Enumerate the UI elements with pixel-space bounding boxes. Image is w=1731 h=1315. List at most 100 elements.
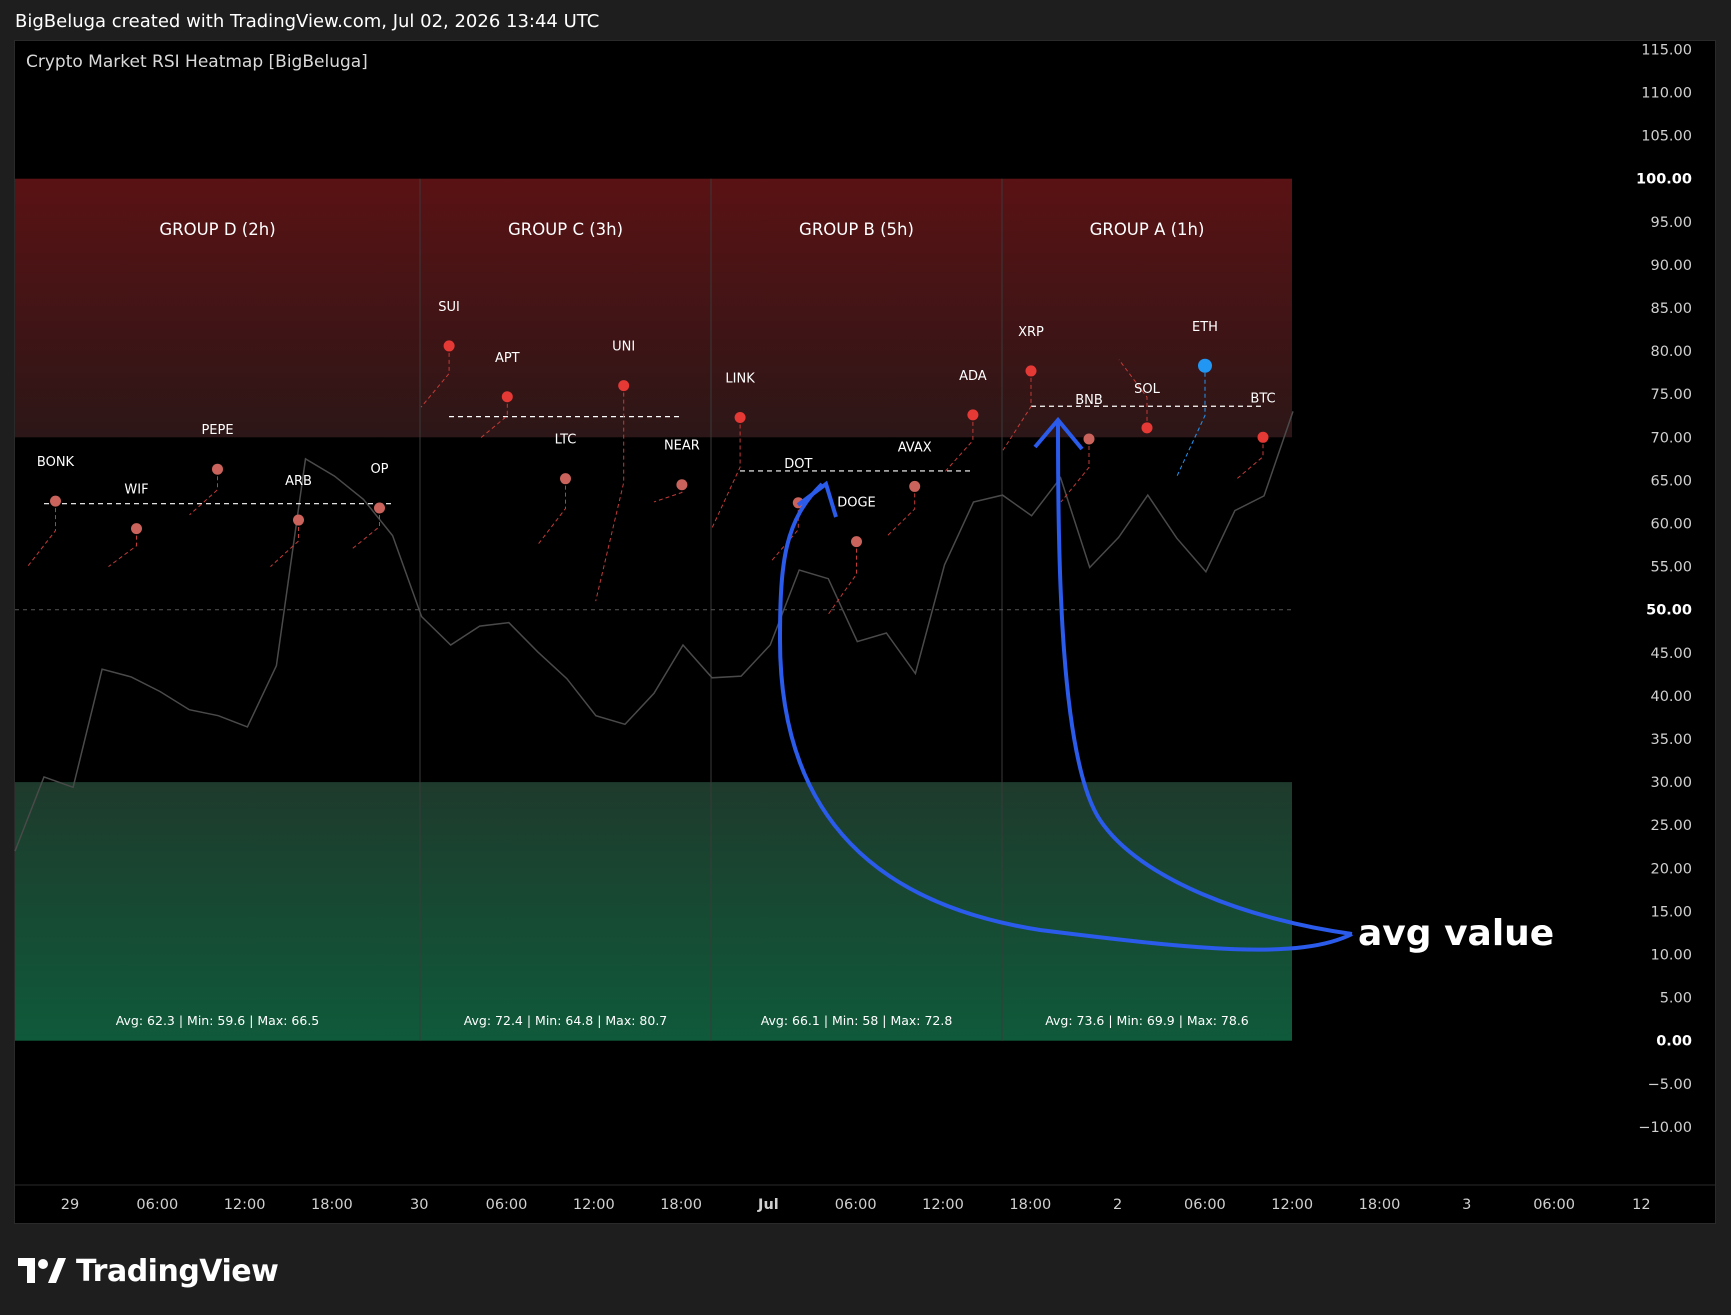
- coin-label: LINK: [725, 371, 755, 386]
- y-tick-label: −10.00: [1638, 1120, 1692, 1136]
- x-tick-label: 18:00: [1359, 1197, 1401, 1213]
- group-panel[interactable]: GROUP A (1h) Avg: 73.6 | Min: 69.9 | Max:…: [1002, 220, 1276, 1028]
- x-tick-label: 18:00: [1009, 1197, 1051, 1213]
- coin-rsi-dot[interactable]: [293, 514, 304, 526]
- curved-arrow-icon: [777, 482, 1353, 952]
- group-panel[interactable]: GROUP D (2h) Avg: 62.3 | Min: 59.6 | Max:…: [27, 220, 392, 1028]
- coin-label: SUI: [438, 300, 460, 315]
- coin-label: BONK: [37, 455, 75, 470]
- coin-label: NEAR: [664, 439, 700, 454]
- group-panel[interactable]: GROUP C (3h) Avg: 72.4 | Min: 64.8 | Max:…: [420, 220, 700, 1028]
- group-title: GROUP A (1h): [1090, 220, 1205, 239]
- coin-rsi-dot[interactable]: [1141, 422, 1153, 434]
- overbought-zone: [15, 178, 1292, 438]
- x-tick-label: 12: [1632, 1197, 1650, 1213]
- coin-label: ETH: [1192, 320, 1218, 335]
- y-tick-label: 10.00: [1650, 948, 1692, 964]
- coin-label: WIF: [124, 483, 148, 498]
- y-tick-label: 115.00: [1641, 42, 1692, 58]
- y-tick-label: 0.00: [1656, 1034, 1692, 1050]
- coin-trail: [944, 414, 974, 473]
- coin-label: AVAX: [898, 440, 932, 455]
- coin-trail: [537, 478, 566, 546]
- coin-label: SOL: [1134, 382, 1160, 397]
- coin-label: PEPE: [201, 423, 233, 438]
- tradingview-logo-icon: [18, 1256, 66, 1286]
- coin-label: DOGE: [837, 496, 876, 511]
- y-tick-label: 30.00: [1650, 775, 1692, 791]
- coin-label: LTC: [555, 433, 577, 448]
- y-tick-label: 65.00: [1650, 473, 1692, 489]
- group-panel[interactable]: GROUP B (5h) Avg: 66.1 | Min: 58 | Max: 7…: [711, 220, 987, 1028]
- tradingview-logo[interactable]: TradingView: [18, 1251, 279, 1291]
- coin-rsi-dot[interactable]: [374, 502, 385, 514]
- chart-header: BigBeluga created with TradingView.com, …: [15, 11, 600, 32]
- arrowhead-icon: [1033, 416, 1084, 451]
- y-tick-label: 55.00: [1650, 560, 1692, 576]
- coin-label: BNB: [1075, 393, 1103, 408]
- coin-trail: [1002, 370, 1032, 451]
- coin-rsi-dot[interactable]: [131, 523, 142, 535]
- y-tick-label: 5.00: [1660, 991, 1692, 1007]
- x-tick-label: 12:00: [922, 1197, 964, 1213]
- group-stats: Avg: 66.1 | Min: 58 | Max: 72.8: [761, 1013, 953, 1028]
- indicator-title[interactable]: Crypto Market RSI Heatmap [BigBeluga]: [26, 52, 368, 72]
- coin-rsi-dot[interactable]: [212, 463, 223, 475]
- coin-rsi-dot[interactable]: [676, 479, 688, 491]
- coin-trail: [1234, 437, 1264, 481]
- x-tick-label: 06:00: [486, 1197, 528, 1213]
- y-tick-label: 60.00: [1650, 517, 1692, 533]
- curved-arrow-icon: [1056, 419, 1353, 936]
- coin-rsi-dot[interactable]: [50, 495, 61, 507]
- x-tick-label: 12:00: [224, 1197, 266, 1213]
- x-tick-label: 12:00: [1271, 1197, 1313, 1213]
- y-tick-label: 105.00: [1641, 129, 1692, 145]
- coin-label: OP: [370, 462, 388, 477]
- x-tick-label: 06:00: [835, 1197, 877, 1213]
- y-tick-label: 50.00: [1646, 603, 1692, 619]
- x-tick-label: 06:00: [1184, 1197, 1226, 1213]
- x-tick-label: 06:00: [136, 1197, 178, 1213]
- y-tick-label: −5.00: [1648, 1077, 1692, 1093]
- coin-label: UNI: [612, 340, 635, 355]
- y-tick-label: 25.00: [1650, 818, 1692, 834]
- group-stats: Avg: 73.6 | Min: 69.9 | Max: 78.6: [1045, 1013, 1249, 1028]
- x-tick-label: 18:00: [660, 1197, 702, 1213]
- y-tick-label: 70.00: [1650, 430, 1692, 446]
- coin-rsi-dot[interactable]: [734, 411, 746, 423]
- y-tick-label: 40.00: [1650, 689, 1692, 705]
- coin-label: BTC: [1250, 391, 1275, 406]
- coin-rsi-dot[interactable]: [967, 409, 979, 421]
- annotation-text: avg value: [1358, 913, 1554, 954]
- y-tick-label: 95.00: [1650, 215, 1692, 231]
- arrowhead-icon: [796, 480, 838, 518]
- coin-trail: [108, 528, 137, 568]
- y-tick-label: 35.00: [1650, 732, 1692, 748]
- coin-trail: [27, 501, 56, 567]
- coin-trail: [828, 541, 857, 615]
- group-title: GROUP B (5h): [799, 220, 914, 239]
- x-tick-label: Jul: [757, 1197, 779, 1213]
- coin-rsi-dot[interactable]: [560, 473, 571, 485]
- coin-rsi-dot[interactable]: [1198, 358, 1212, 373]
- x-tick-label: 3: [1462, 1197, 1471, 1213]
- coin-trail: [478, 396, 508, 440]
- group-title: GROUP D (2h): [159, 220, 275, 239]
- coin-rsi-dot[interactable]: [1257, 431, 1269, 443]
- x-tick-label: 29: [61, 1197, 79, 1213]
- coin-rsi-dot[interactable]: [443, 340, 455, 352]
- coin-rsi-dot[interactable]: [1025, 365, 1037, 377]
- coin-rsi-dot[interactable]: [501, 391, 513, 403]
- coin-rsi-dot[interactable]: [618, 380, 630, 392]
- coin-rsi-dot[interactable]: [909, 480, 921, 492]
- coin-rsi-dot[interactable]: [1083, 433, 1095, 445]
- coin-rsi-dot[interactable]: [851, 536, 862, 548]
- tradingview-brand-text: TradingView: [76, 1253, 279, 1289]
- x-tick-label: 12:00: [573, 1197, 615, 1213]
- coin-trail: [1060, 439, 1090, 503]
- group-title: GROUP C (3h): [508, 220, 623, 239]
- coin-label: ADA: [959, 369, 987, 384]
- coin-trail: [595, 385, 625, 602]
- y-tick-label: 80.00: [1650, 344, 1692, 360]
